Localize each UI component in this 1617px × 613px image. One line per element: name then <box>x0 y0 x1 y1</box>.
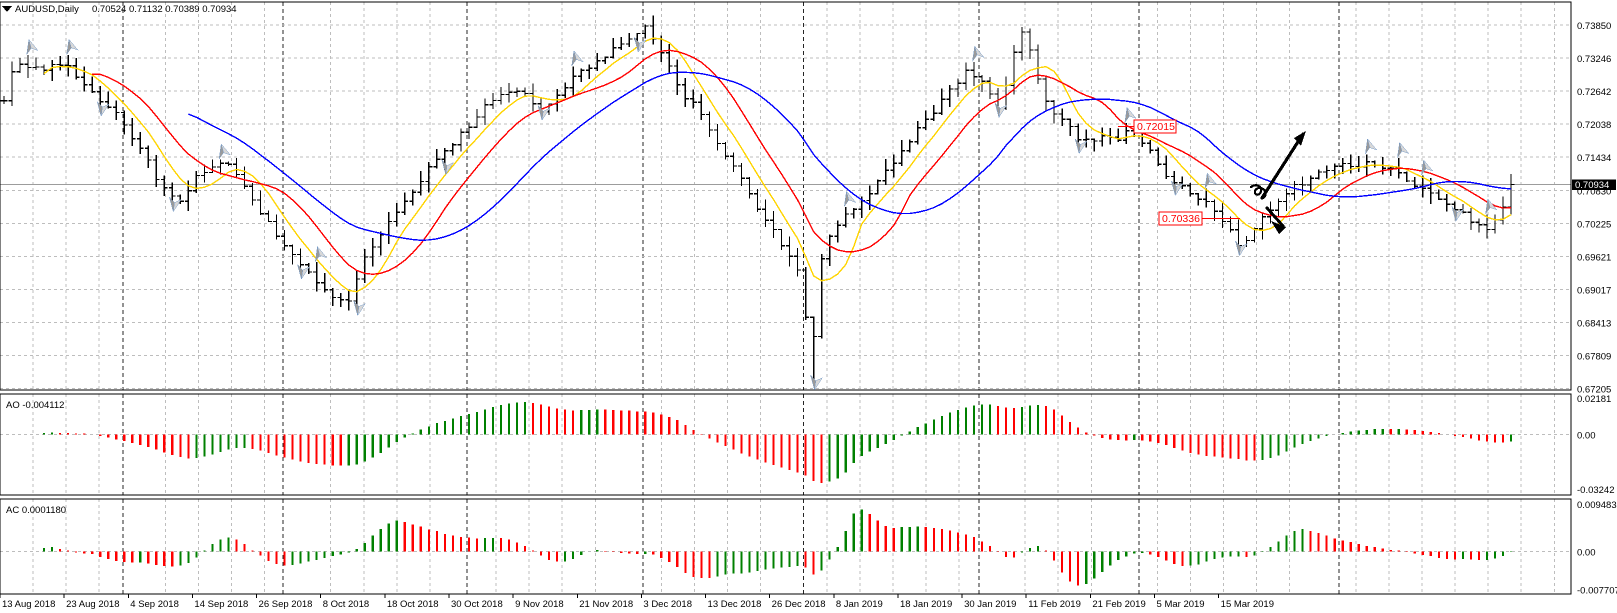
svg-text:15 Mar 2019: 15 Mar 2019 <box>1221 599 1274 610</box>
svg-text:21 Nov 2018: 21 Nov 2018 <box>579 599 633 610</box>
svg-text:0.73850: 0.73850 <box>1577 21 1611 32</box>
svg-text:0.72015: 0.72015 <box>1137 121 1175 133</box>
svg-text:26 Dec 2018: 26 Dec 2018 <box>772 599 826 610</box>
svg-text:30 Jan 2019: 30 Jan 2019 <box>964 599 1016 610</box>
svg-text:0.72038: 0.72038 <box>1577 120 1611 131</box>
svg-text:11 Feb 2019: 11 Feb 2019 <box>1028 599 1081 610</box>
svg-text:30 Oct 2018: 30 Oct 2018 <box>451 599 503 610</box>
svg-text:AUDUSD,Daily: AUDUSD,Daily <box>15 4 79 15</box>
svg-text:0.72642: 0.72642 <box>1577 87 1611 98</box>
svg-text:18 Oct 2018: 18 Oct 2018 <box>387 599 439 610</box>
svg-text:0.70934: 0.70934 <box>1575 180 1609 191</box>
svg-text:0.73246: 0.73246 <box>1577 54 1611 65</box>
svg-text:0.00: 0.00 <box>1577 431 1596 442</box>
svg-text:4 Sep 2018: 4 Sep 2018 <box>130 599 179 610</box>
svg-text:13 Dec 2018: 13 Dec 2018 <box>708 599 762 610</box>
svg-text:0.0094833: 0.0094833 <box>1577 500 1617 511</box>
svg-text:14 Sep 2018: 14 Sep 2018 <box>194 599 248 610</box>
svg-text:26 Sep 2018: 26 Sep 2018 <box>259 599 313 610</box>
svg-text:0.68413: 0.68413 <box>1577 319 1611 330</box>
svg-text:0.71434: 0.71434 <box>1577 153 1611 164</box>
svg-text:8 Oct 2018: 8 Oct 2018 <box>323 599 369 610</box>
svg-text:5 Mar 2019: 5 Mar 2019 <box>1157 599 1205 610</box>
svg-text:9 Nov 2018: 9 Nov 2018 <box>515 599 564 610</box>
svg-text:23 Aug 2018: 23 Aug 2018 <box>66 599 119 610</box>
svg-text:18 Jan 2019: 18 Jan 2019 <box>900 599 952 610</box>
svg-text:13 Aug 2018: 13 Aug 2018 <box>2 599 55 610</box>
svg-text:AC 0.0001180: AC 0.0001180 <box>6 505 66 516</box>
svg-text:0.00: 0.00 <box>1577 547 1596 558</box>
svg-text:0.69017: 0.69017 <box>1577 285 1611 296</box>
svg-text:0.70336: 0.70336 <box>1162 213 1200 225</box>
svg-text:0.67809: 0.67809 <box>1577 352 1611 363</box>
svg-text:0.70225: 0.70225 <box>1577 219 1611 230</box>
svg-text:-0.0077072: -0.0077072 <box>1577 586 1617 597</box>
svg-text:AO -0.004112: AO -0.004112 <box>6 400 64 411</box>
svg-text:3 Dec 2018: 3 Dec 2018 <box>643 599 692 610</box>
svg-text:21 Feb 2019: 21 Feb 2019 <box>1092 599 1145 610</box>
svg-text:8 Jan 2019: 8 Jan 2019 <box>836 599 883 610</box>
svg-text:0.02181: 0.02181 <box>1577 394 1611 405</box>
svg-text:0.70524 0.71132 0.70389 0.7093: 0.70524 0.71132 0.70389 0.70934 <box>92 4 237 15</box>
svg-text:-0.03242: -0.03242 <box>1577 485 1615 496</box>
svg-text:0.69621: 0.69621 <box>1577 252 1611 263</box>
